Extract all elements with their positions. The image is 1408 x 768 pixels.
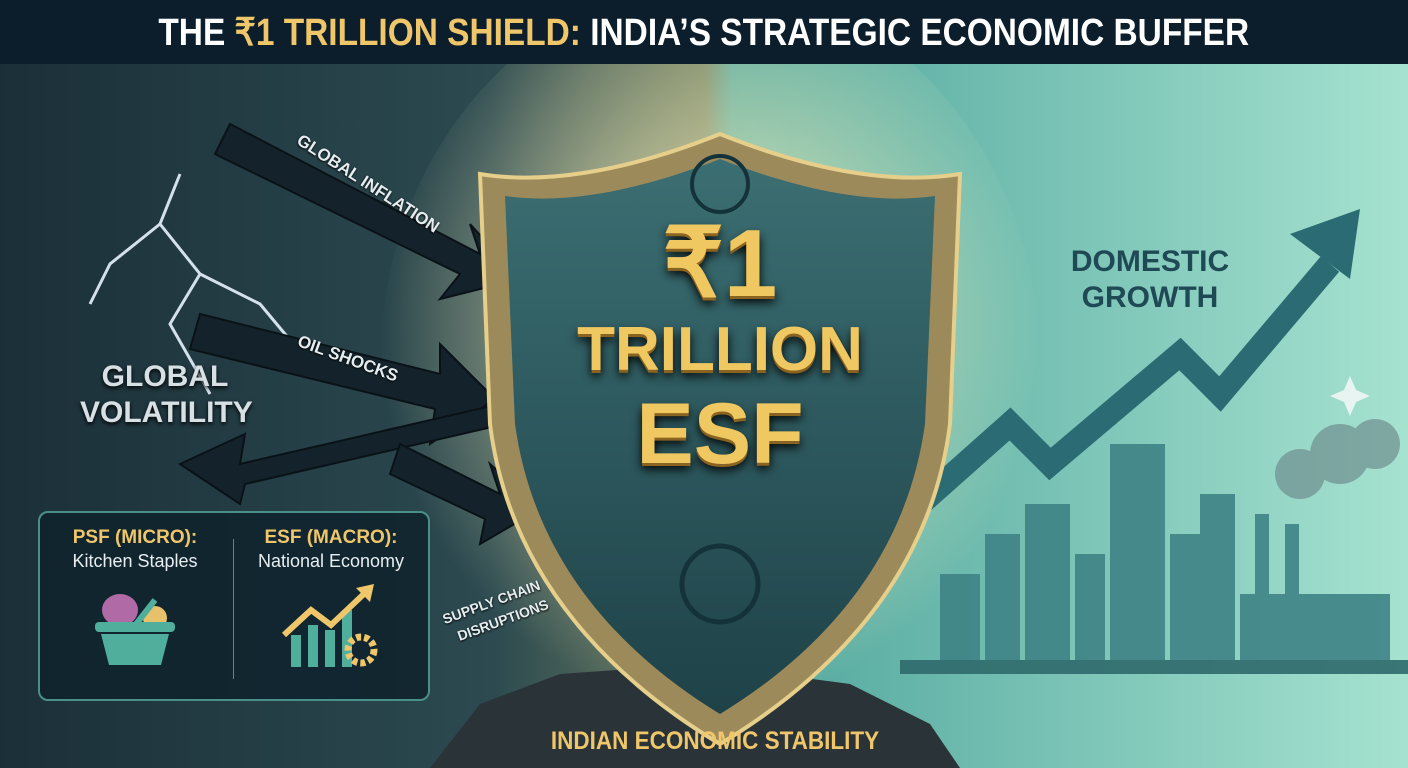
ashoka-chakra-icon xyxy=(690,154,750,214)
domestic-growth-label: DOMESTIC GROWTH xyxy=(1070,245,1230,314)
sparkle-icon xyxy=(1330,376,1370,416)
esf-column: ESF (MACRO): National Economy xyxy=(236,527,426,675)
title-bar: THE ₹1 TRILLION SHIELD: INDIA’S STRATEGI… xyxy=(0,0,1408,64)
smoke xyxy=(1275,419,1400,499)
psf-column: PSF (MICRO): Kitchen Staples xyxy=(40,527,230,675)
ashoka-chakra-icon xyxy=(679,543,761,625)
growth-arrow xyxy=(912,256,1340,513)
global-volatility-label: GLOBAL VOLATILITY xyxy=(80,360,253,429)
page-title: THE ₹1 TRILLION SHIELD: INDIA’S STRATEGI… xyxy=(158,11,1250,54)
psf-esf-comparison-box: PSF (MICRO): Kitchen Staples ESF (MACRO)… xyxy=(38,511,430,701)
growth-chart-gear-icon xyxy=(281,584,378,667)
background-illustration xyxy=(0,64,1408,768)
basket-icon xyxy=(95,594,175,665)
divider xyxy=(233,539,234,679)
threat-arrows xyxy=(177,122,542,546)
city-skyline xyxy=(900,444,1408,674)
footer-label: INDIAN ECONOMIC STABILITY xyxy=(550,727,880,755)
shield xyxy=(477,131,963,747)
shield-text: ₹1 TRILLION ESF xyxy=(577,210,863,483)
illustration: GLOBAL INFLATION OIL SHOCKS SUPPLY CHAIN… xyxy=(0,64,1408,768)
